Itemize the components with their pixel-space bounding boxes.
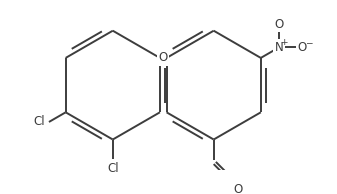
Text: O: O: [234, 183, 243, 194]
Text: −: −: [305, 38, 313, 48]
Text: Cl: Cl: [107, 162, 119, 175]
Text: O: O: [297, 41, 306, 54]
Text: +: +: [280, 38, 288, 48]
Text: O: O: [274, 18, 284, 31]
Text: Cl: Cl: [34, 115, 45, 128]
Text: O: O: [159, 51, 168, 64]
Text: N: N: [275, 41, 283, 54]
